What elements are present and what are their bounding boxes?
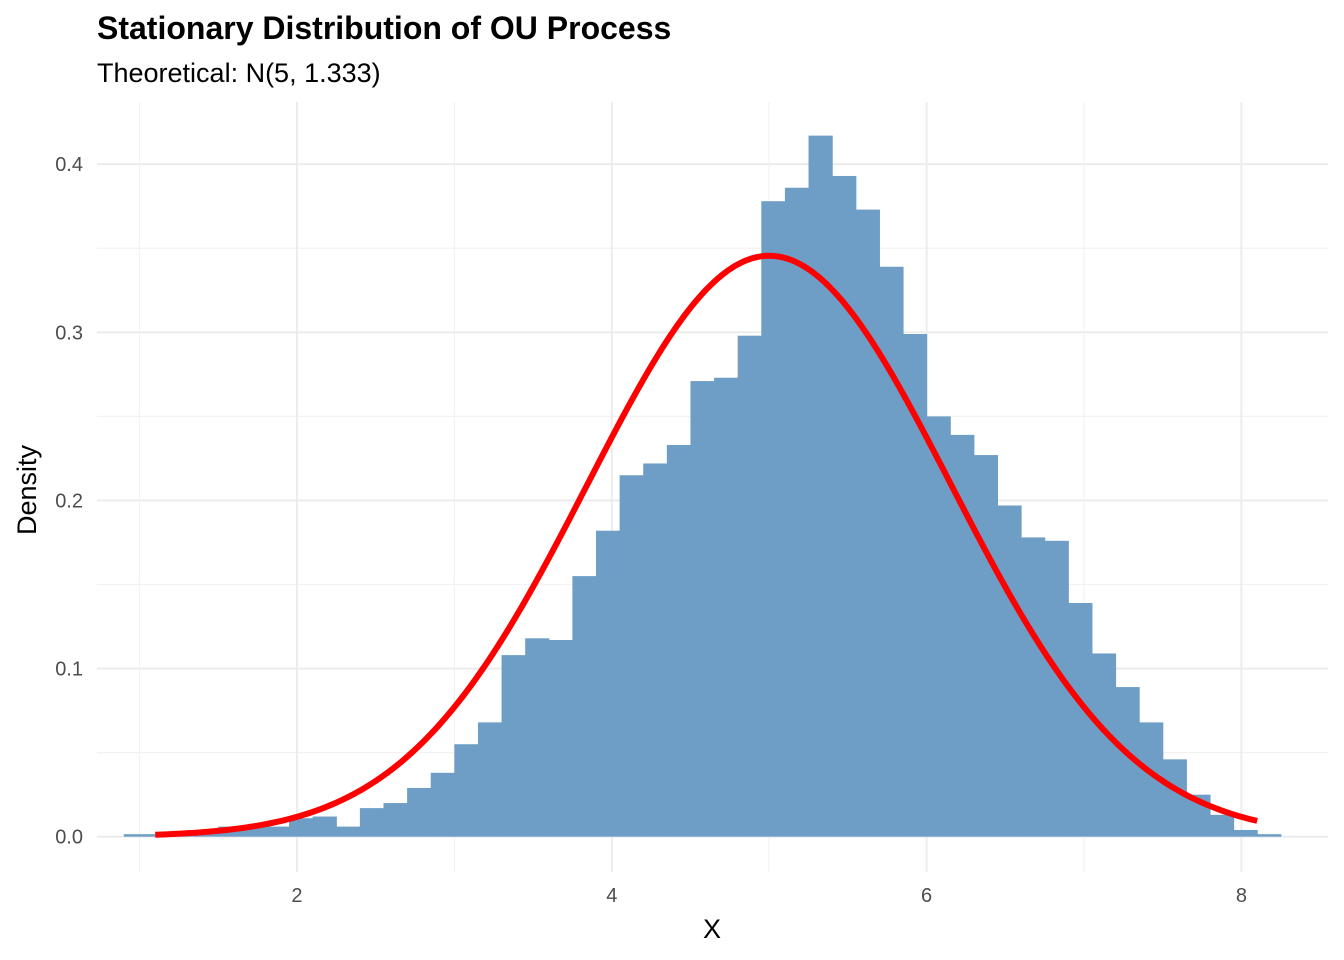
y-tick-label: 0.2 xyxy=(55,490,83,512)
chart-subtitle: Theoretical: N(5, 1.333) xyxy=(97,58,381,88)
histogram-bar xyxy=(359,808,385,837)
histogram-bar xyxy=(241,826,267,837)
histogram-bar xyxy=(265,826,290,837)
histogram-bar xyxy=(879,266,904,837)
y-tick-label: 0.1 xyxy=(55,659,83,681)
histogram-bar xyxy=(784,187,810,837)
histogram-bar xyxy=(1162,759,1187,837)
x-axis-ticks: 2 4 6 8 xyxy=(291,885,1247,907)
histogram-bar xyxy=(430,772,455,837)
histogram-bar xyxy=(1257,834,1282,837)
histogram-bar xyxy=(407,787,432,837)
histogram-bars xyxy=(123,135,1282,837)
histogram-bar xyxy=(619,475,644,837)
histogram-bar xyxy=(289,818,314,837)
histogram-bar xyxy=(454,744,479,837)
histogram-bar xyxy=(714,377,739,837)
histogram-bar xyxy=(596,530,621,837)
histogram-bar xyxy=(855,209,880,837)
x-axis-title: X xyxy=(703,914,721,944)
histogram-bar xyxy=(761,201,786,837)
histogram-bar xyxy=(690,381,715,837)
histogram-bar xyxy=(832,175,857,837)
histogram-bar xyxy=(1091,653,1117,837)
histogram-bar xyxy=(643,463,668,837)
density-curve-layer xyxy=(155,252,1258,838)
histogram-bar xyxy=(572,576,597,837)
x-tick-label: 4 xyxy=(606,885,617,907)
x-tick-label: 8 xyxy=(1236,885,1247,907)
histogram-bar xyxy=(1233,829,1258,837)
histogram-bar xyxy=(1044,540,1069,837)
histogram-bar xyxy=(1209,814,1235,837)
histogram-bar xyxy=(737,335,762,837)
chart-title: Stationary Distribution of OU Process xyxy=(97,10,672,46)
histogram-bar xyxy=(808,135,833,837)
y-tick-label: 0.0 xyxy=(55,827,83,849)
y-tick-label: 0.4 xyxy=(55,154,83,176)
histogram-bar xyxy=(997,505,1022,837)
histogram-bar xyxy=(336,826,361,837)
histogram-bar xyxy=(383,803,408,837)
theoretical-density-curve xyxy=(155,252,1258,838)
y-axis-title: Density xyxy=(12,444,42,535)
y-axis-ticks: 0.0 0.1 0.2 0.3 0.4 xyxy=(55,154,83,848)
x-tick-label: 2 xyxy=(291,885,302,907)
histogram-bar xyxy=(548,639,573,837)
histogram-bar xyxy=(123,834,148,837)
histogram-bar xyxy=(477,722,503,837)
histogram-bar xyxy=(501,655,526,837)
x-tick-label: 6 xyxy=(921,885,932,907)
histogram-bar xyxy=(1021,537,1046,837)
histogram-bar xyxy=(525,638,550,837)
histogram-bar xyxy=(1068,603,1093,837)
histogram-bar xyxy=(666,444,692,837)
histogram-bar xyxy=(312,816,337,837)
histogram-bar xyxy=(973,455,999,837)
histogram-bar xyxy=(926,416,951,837)
y-tick-label: 0.3 xyxy=(55,322,83,344)
histogram-bar xyxy=(902,334,928,837)
